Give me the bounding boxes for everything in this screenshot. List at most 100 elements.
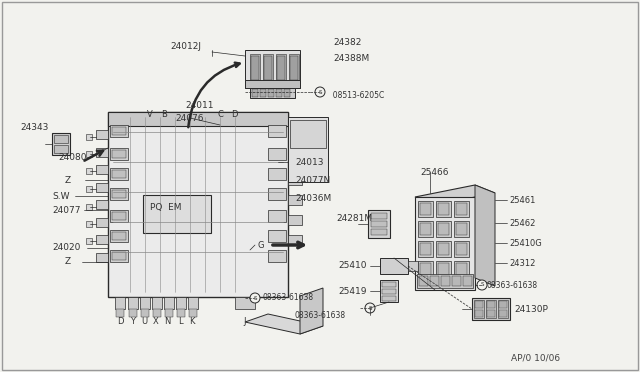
Bar — [177, 309, 185, 317]
Bar — [418, 261, 433, 277]
Bar — [112, 252, 126, 260]
Text: 24013: 24013 — [295, 157, 323, 167]
Text: 24388M: 24388M — [333, 54, 369, 62]
Polygon shape — [300, 288, 323, 334]
Bar — [96, 253, 108, 262]
Bar — [454, 241, 469, 257]
Bar — [371, 213, 387, 219]
Bar — [408, 261, 418, 271]
Circle shape — [315, 87, 325, 97]
Text: D: D — [116, 317, 124, 326]
Text: D: D — [231, 109, 237, 119]
Bar — [456, 263, 467, 275]
Bar — [438, 223, 449, 235]
Text: PQ  EM: PQ EM — [150, 202, 182, 212]
Bar — [96, 183, 108, 192]
Bar — [290, 120, 326, 148]
Bar — [418, 201, 433, 217]
Bar — [140, 297, 150, 309]
Bar — [110, 188, 128, 200]
Text: N: N — [164, 317, 170, 326]
Bar — [436, 221, 451, 237]
Bar — [252, 89, 258, 97]
Text: S: S — [318, 90, 322, 94]
Text: K: K — [189, 317, 195, 326]
Text: B: B — [161, 109, 167, 119]
Polygon shape — [245, 314, 323, 334]
Bar — [368, 210, 390, 238]
Bar — [288, 135, 302, 145]
Bar — [96, 218, 108, 227]
Bar — [86, 134, 92, 140]
Bar — [96, 165, 108, 174]
Text: 24281M: 24281M — [336, 214, 372, 222]
Bar — [288, 117, 328, 182]
Text: 24343: 24343 — [20, 122, 49, 131]
Bar — [54, 145, 68, 153]
Bar — [420, 223, 431, 235]
Bar — [454, 221, 469, 237]
Polygon shape — [415, 185, 495, 205]
Text: 25410: 25410 — [338, 262, 367, 270]
Text: S: S — [253, 295, 257, 301]
Text: 24011: 24011 — [185, 100, 214, 109]
Bar — [268, 188, 286, 200]
Text: 24382: 24382 — [333, 38, 362, 46]
Bar — [487, 310, 495, 317]
Bar — [290, 56, 298, 80]
Bar — [110, 210, 128, 222]
Text: 24312: 24312 — [509, 259, 536, 267]
Bar — [420, 263, 431, 275]
Bar — [110, 168, 128, 180]
Bar — [108, 112, 288, 297]
Text: X: X — [153, 317, 159, 326]
Bar — [288, 155, 302, 165]
Bar — [380, 280, 398, 302]
Text: 08363-61638: 08363-61638 — [295, 311, 346, 320]
Bar — [141, 309, 149, 317]
Bar — [438, 203, 449, 215]
Text: L: L — [178, 317, 182, 326]
Bar — [251, 56, 259, 80]
Bar — [456, 203, 467, 215]
Bar — [268, 230, 286, 242]
Bar — [452, 276, 461, 286]
Bar — [250, 54, 260, 82]
Bar — [153, 309, 161, 317]
Bar — [456, 243, 467, 255]
Bar — [143, 195, 211, 233]
Bar — [96, 235, 108, 244]
Bar — [382, 282, 396, 287]
Text: C: C — [217, 109, 223, 119]
Bar — [288, 195, 302, 205]
Bar — [86, 204, 92, 210]
Text: Z: Z — [65, 257, 71, 266]
Bar — [96, 148, 108, 157]
Bar — [268, 125, 286, 137]
Bar — [110, 250, 128, 262]
Bar — [441, 276, 450, 286]
Bar — [382, 289, 396, 294]
Text: S: S — [480, 282, 484, 288]
Bar — [382, 296, 396, 301]
Bar — [415, 197, 475, 290]
Text: 24130P: 24130P — [514, 305, 548, 314]
Bar — [263, 54, 273, 82]
Bar — [112, 190, 126, 198]
Text: Z: Z — [65, 176, 71, 185]
Bar — [419, 276, 428, 286]
Bar — [268, 210, 286, 222]
Bar — [129, 309, 137, 317]
Text: U: U — [141, 317, 147, 326]
Bar — [86, 151, 92, 157]
Text: G: G — [258, 241, 264, 250]
Bar — [112, 212, 126, 220]
Bar — [288, 215, 302, 225]
Bar — [245, 50, 300, 88]
Bar — [86, 186, 92, 192]
Bar — [235, 297, 255, 309]
Text: 24012J: 24012J — [170, 42, 201, 51]
Bar — [115, 297, 125, 309]
Bar — [110, 125, 128, 137]
Bar — [110, 148, 128, 160]
